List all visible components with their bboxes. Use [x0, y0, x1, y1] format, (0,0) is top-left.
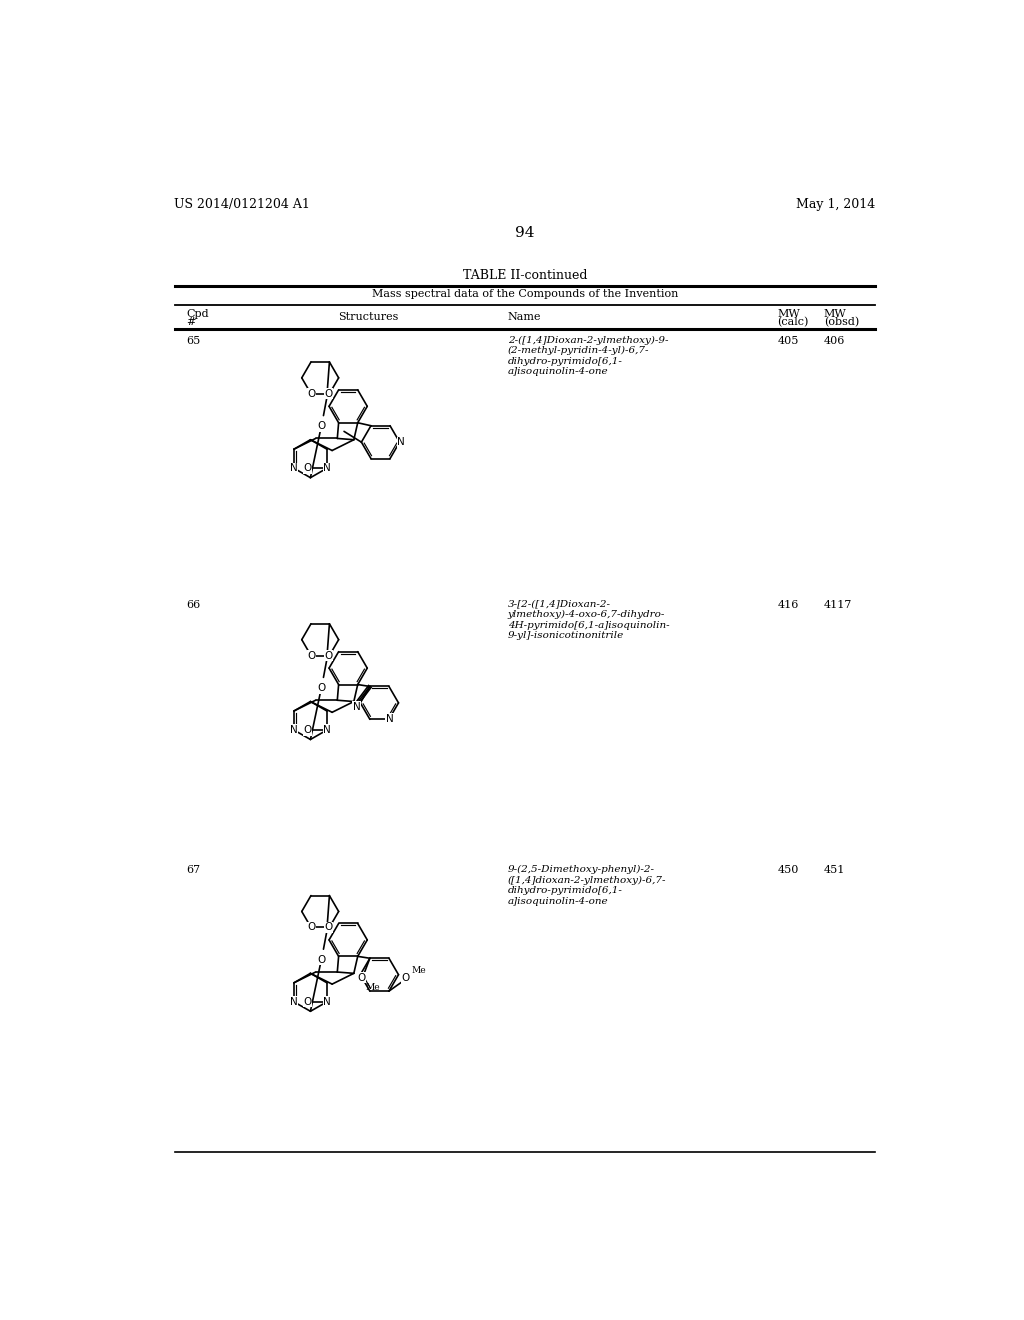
- Text: O: O: [303, 997, 311, 1007]
- Text: N: N: [386, 714, 393, 723]
- Text: (obsd): (obsd): [824, 317, 859, 327]
- Text: TABLE II-continued: TABLE II-continued: [463, 268, 587, 281]
- Text: O: O: [325, 923, 333, 932]
- Text: 416: 416: [777, 599, 799, 610]
- Text: 2-([1,4]Dioxan-2-ylmethoxy)-9-
(2-methyl-pyridin-4-yl)-6,7-
dihydro-pyrimido[6,1: 2-([1,4]Dioxan-2-ylmethoxy)-9- (2-methyl…: [508, 335, 669, 376]
- Text: O: O: [317, 684, 326, 693]
- Text: N: N: [397, 437, 406, 447]
- Text: N: N: [353, 702, 360, 711]
- Text: O: O: [325, 651, 333, 660]
- Text: O: O: [325, 388, 333, 399]
- Text: N: N: [290, 725, 298, 735]
- Text: May 1, 2014: May 1, 2014: [796, 198, 876, 211]
- Text: 406: 406: [824, 335, 846, 346]
- Text: Name: Name: [508, 313, 542, 322]
- Text: Structures: Structures: [338, 313, 398, 322]
- Text: US 2014/0121204 A1: US 2014/0121204 A1: [174, 198, 310, 211]
- Text: O: O: [307, 923, 315, 932]
- Text: N: N: [324, 725, 331, 735]
- Text: 67: 67: [186, 866, 201, 875]
- Text: 405: 405: [777, 335, 799, 346]
- Text: #: #: [186, 317, 196, 327]
- Text: Me: Me: [412, 966, 426, 975]
- Text: O: O: [357, 973, 366, 983]
- Text: N: N: [290, 463, 298, 473]
- Text: O: O: [317, 954, 326, 965]
- Text: Me: Me: [366, 983, 380, 991]
- Text: (calc): (calc): [777, 317, 809, 327]
- Text: 451: 451: [824, 866, 846, 875]
- Text: 66: 66: [186, 599, 201, 610]
- Text: N: N: [324, 997, 331, 1007]
- Text: MW: MW: [824, 309, 847, 318]
- Text: O: O: [303, 725, 311, 735]
- Text: MW: MW: [777, 309, 800, 318]
- Text: O: O: [303, 463, 311, 473]
- Text: Cpd: Cpd: [186, 309, 209, 318]
- Text: 3-[2-([1,4]Dioxan-2-
ylmethoxy)-4-oxo-6,7-dihydro-
4H-pyrimido[6,1-a]isoquinolin: 3-[2-([1,4]Dioxan-2- ylmethoxy)-4-oxo-6,…: [508, 599, 670, 640]
- Text: O: O: [307, 651, 315, 660]
- Text: N: N: [324, 463, 331, 473]
- Text: O: O: [307, 388, 315, 399]
- Text: O: O: [317, 421, 326, 432]
- Text: 450: 450: [777, 866, 799, 875]
- Text: 9-(2,5-Dimethoxy-phenyl)-2-
([1,4]dioxan-2-ylmethoxy)-6,7-
dihydro-pyrimido[6,1-: 9-(2,5-Dimethoxy-phenyl)-2- ([1,4]dioxan…: [508, 866, 667, 906]
- Text: Mass spectral data of the Compounds of the Invention: Mass spectral data of the Compounds of t…: [372, 289, 678, 300]
- Text: 65: 65: [186, 335, 201, 346]
- Text: O: O: [401, 973, 410, 983]
- Text: 94: 94: [515, 226, 535, 240]
- Text: N: N: [290, 997, 298, 1007]
- Text: 4117: 4117: [824, 599, 852, 610]
